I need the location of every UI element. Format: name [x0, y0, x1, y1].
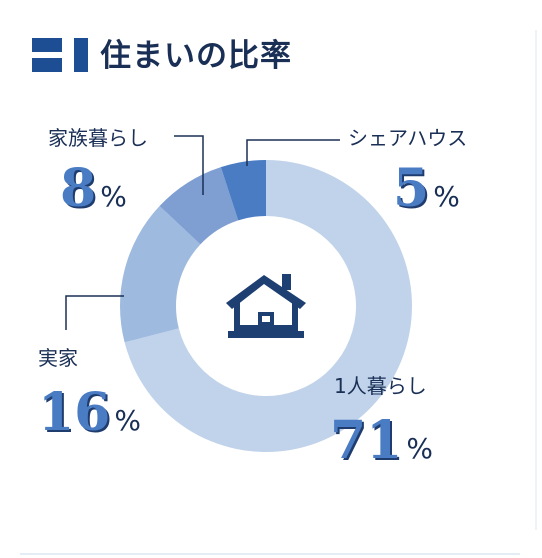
slice-value-number: 8 — [60, 158, 97, 219]
slice-value-number: 71 — [330, 410, 403, 471]
page-title: 住まいの比率 — [100, 38, 292, 74]
house-icon — [226, 274, 306, 338]
slice-parents-home — [120, 206, 201, 343]
leader-line-parents-home — [65, 295, 124, 330]
slice-label-living-alone: 1人暮らし — [334, 374, 427, 398]
slice-value-unit: % — [114, 404, 141, 437]
slice-value-number: 5 — [393, 158, 430, 219]
title-square-icon — [32, 36, 90, 76]
slice-value-unit: % — [406, 432, 433, 465]
slice-label-family: 家族暮らし — [48, 126, 148, 150]
slice-label-parents-home: 実家 — [38, 346, 78, 370]
leader-line-family — [174, 135, 204, 195]
slice-value-living-alone: 71% — [330, 415, 433, 467]
slice-living-alone — [124, 160, 413, 453]
slice-value-unit: % — [433, 180, 460, 213]
slice-value-parents-home: 16% — [38, 387, 141, 439]
leader-line-share-house — [246, 139, 340, 166]
slice-share-house — [220, 160, 266, 221]
slice-value-number: 16 — [38, 382, 111, 443]
slice-value-share-house: 5% — [393, 163, 460, 215]
slice-label-share-house: シェアハウス — [348, 126, 468, 150]
divider-vertical — [535, 30, 537, 530]
slice-value-family: 8% — [60, 163, 127, 215]
slice-value-unit: % — [100, 180, 127, 213]
slice-family — [159, 167, 239, 245]
divider-horizontal — [20, 553, 520, 555]
